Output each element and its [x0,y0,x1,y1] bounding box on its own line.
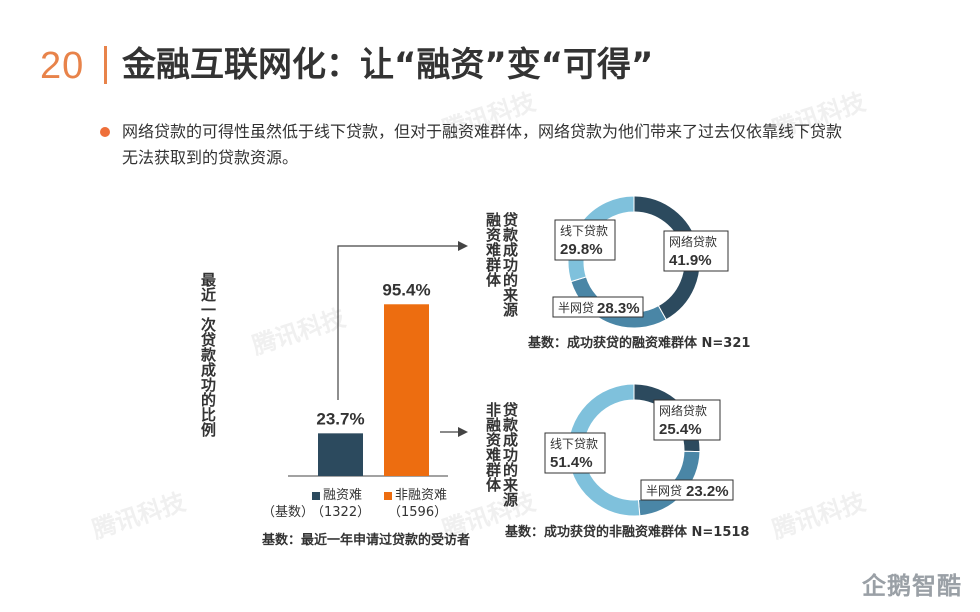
arrow-head-lower [458,427,468,437]
donut-1-title: 贷款成功的来源 融资难群体 [484,212,519,332]
bar-legend-base-label: （基数） [262,505,315,520]
bar-chart: 23.7% 95.4% [288,280,448,477]
legend-label-2: 非融资难 [395,488,448,503]
arrow-line-upper [337,245,460,400]
donut-1-title-line-2: 融资难群体 [484,212,502,287]
donut-1-label-box-2 [552,296,644,318]
donut-1-slice-value-3: 29.8% [560,241,603,258]
bar-value-label-1: 23.7% [316,409,364,428]
donut-1-label-box-1 [663,230,729,272]
donut-1-note: 基数：成功获贷的融资难群体 N=321 [528,336,751,351]
donut-2-note: 基数：成功获贷的非融资难群体 N=1518 [505,525,750,540]
bar-base-count-2: （1596） [388,505,448,520]
donut-1-slice-label-2: 半网贷 [558,301,594,315]
bullet-dot-icon [100,127,110,137]
bullet-line-2: 无法获取到的贷款资源。 [122,148,299,167]
slide-number: 20 [40,45,85,87]
donut-2-slice-3 [567,383,641,517]
donut-chart-2: 网络贷款 25.4% 半网贷 23.2% 线下贷款 51.4% [544,383,734,517]
donut-1-slice-value-2: 28.3% [597,300,640,317]
bar-base-count-1: （1322） [311,505,371,520]
bar-chart-ylabel: 最近一次贷款成功的比例 [199,272,217,437]
donut-2-slice-value-2: 23.2% [686,483,729,500]
bullet-text: 网络贷款的可得性虽然低于线下贷款，但对于融资难群体，网络贷款为他们带来了过去仅依… [122,119,932,171]
arrow-head-upper [458,241,468,251]
donut-2-slice-label-1: 网络贷款 [659,403,707,418]
legend-label-1: 融资难 [323,488,363,503]
donut-2-label-box-3 [544,432,606,474]
donut-chart-1: 网络贷款 41.9% 半网贷 28.3% 线下贷款 29.8% [552,195,729,329]
bullet-line-1: 网络贷款的可得性虽然低于线下贷款，但对于融资难群体，网络贷款为他们带来了过去仅依… [122,122,843,141]
donut-2-title-line-2: 非融资难群体 [484,402,502,492]
arrows [337,241,468,437]
donut-2-slice-label-2: 半网贷 [646,484,682,498]
bar-legend-item-2: 非融资难 [384,484,447,503]
donut-2-slice-value-1: 25.4% [659,421,702,438]
donut-1-label-box-3 [554,219,616,261]
legend-swatch-dark-blue [312,491,320,500]
donut-2-slice-value-3: 51.4% [550,454,593,471]
donut-2-title: 贷款成功的来源 非融资难群体 [484,402,519,522]
donut-2-label-box-1 [653,399,721,441]
donut-2-slice-label-3: 线下贷款 [550,437,598,451]
bar-value-label-2: 95.4% [382,280,430,299]
donut-1-slice-label-1: 网络贷款 [669,234,717,249]
company-logo: 企鹅智酷 [862,572,962,600]
title-divider [104,46,107,84]
page-title: 金融互联网化：让“融资”变“可得” [122,45,654,85]
donut-1-title-line-1: 贷款成功的来源 [501,212,519,317]
bar-1 [318,433,363,476]
bar-legend-item-1: 融资难 [312,484,362,503]
donut-1-slice-value-1: 41.9% [669,252,712,269]
bar-chart-note: 基数：最近一年申请过贷款的受访者 [262,533,471,548]
legend-swatch-orange [384,491,392,500]
donut-1-slice-label-3: 线下贷款 [560,224,608,238]
donut-2-label-box-2 [640,479,734,501]
bar-2 [384,304,429,476]
donut-2-title-line-1: 贷款成功的来源 [501,402,519,507]
